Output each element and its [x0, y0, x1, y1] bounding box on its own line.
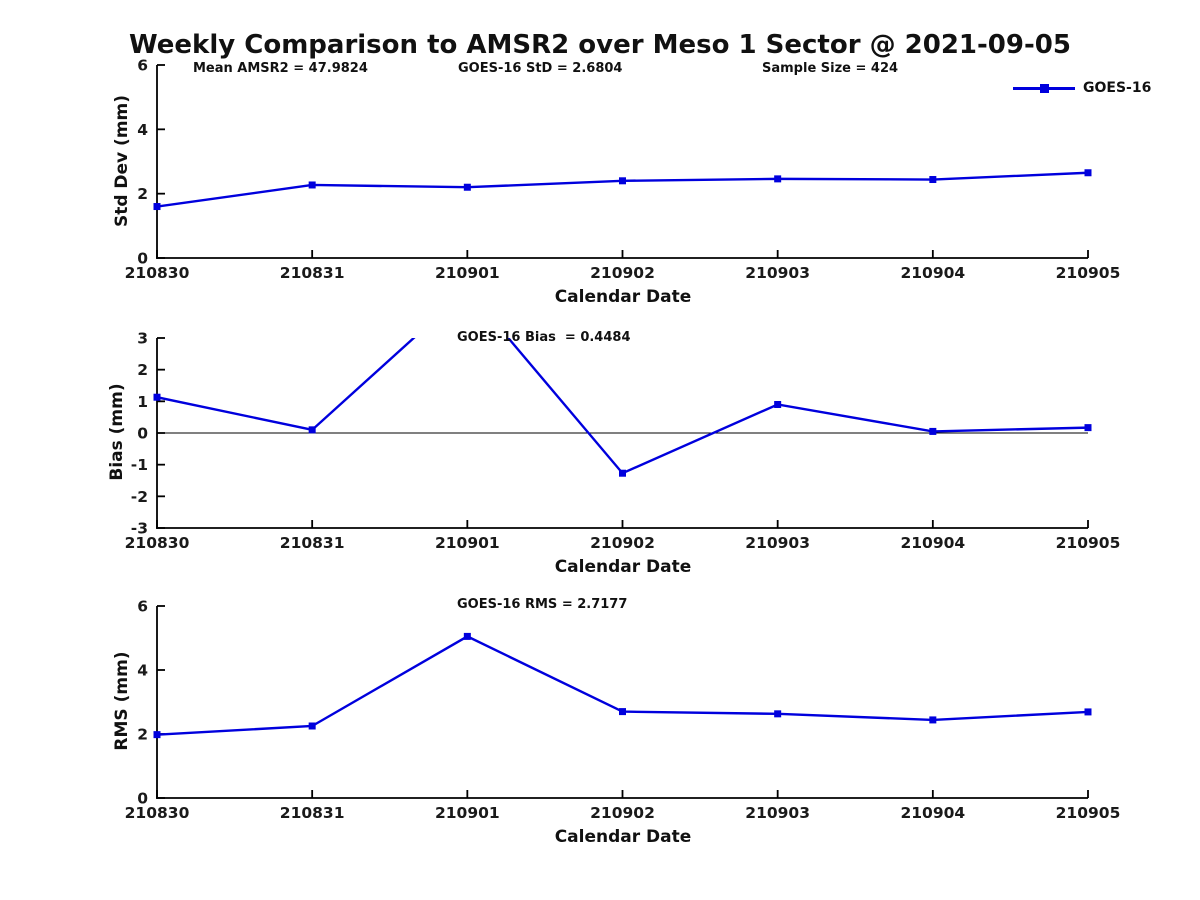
- svg-text:210902: 210902: [590, 534, 655, 552]
- svg-text:210830: 210830: [125, 534, 190, 552]
- svg-text:-3: -3: [131, 520, 148, 538]
- svg-text:210905: 210905: [1056, 264, 1121, 282]
- svg-text:0: 0: [137, 790, 148, 808]
- rms-x-axis-label: Calendar Date: [554, 827, 692, 847]
- svg-text:210831: 210831: [280, 264, 345, 282]
- svg-text:210904: 210904: [900, 804, 965, 822]
- svg-text:4: 4: [137, 662, 148, 680]
- legend-line-sample: [1013, 83, 1075, 93]
- stddev-y-axis-label: Std Dev (mm): [112, 94, 132, 228]
- svg-text:1: 1: [137, 393, 148, 411]
- bias-x-axis-label: Calendar Date: [554, 557, 692, 577]
- svg-text:210831: 210831: [280, 804, 345, 822]
- svg-text:210902: 210902: [590, 804, 655, 822]
- svg-text:-2: -2: [131, 488, 148, 506]
- legend: GOES-16: [1013, 80, 1151, 96]
- svg-text:210903: 210903: [745, 534, 810, 552]
- legend-square-marker-icon: [1040, 83, 1049, 93]
- figure-title: Weekly Comparison to AMSR2 over Meso 1 S…: [129, 30, 1071, 60]
- svg-text:210905: 210905: [1056, 534, 1121, 552]
- svg-text:2: 2: [137, 185, 148, 203]
- svg-text:210831: 210831: [280, 534, 345, 552]
- svg-text:210830: 210830: [125, 264, 190, 282]
- svg-text:6: 6: [137, 57, 148, 75]
- svg-text:2: 2: [137, 361, 148, 379]
- stddev-x-axis-label: Calendar Date: [554, 287, 692, 307]
- svg-text:6: 6: [137, 598, 148, 616]
- svg-text:3: 3: [137, 330, 148, 348]
- svg-text:210905: 210905: [1056, 804, 1121, 822]
- legend-label: GOES-16: [1083, 80, 1152, 96]
- stat-mean-amsr2: Mean AMSR2 = 47.9824: [193, 61, 368, 76]
- svg-text:210904: 210904: [900, 264, 965, 282]
- svg-text:210903: 210903: [745, 264, 810, 282]
- svg-text:210903: 210903: [745, 804, 810, 822]
- svg-text:4: 4: [137, 121, 148, 139]
- svg-text:210830: 210830: [125, 804, 190, 822]
- svg-text:-1: -1: [131, 456, 148, 474]
- svg-text:210904: 210904: [900, 534, 965, 552]
- bias-annotation: GOES-16 Bias = 0.4484: [457, 330, 631, 345]
- stat-goes16-std: GOES-16 StD = 2.6804: [458, 61, 623, 76]
- rms-annotation: GOES-16 RMS = 2.7177: [457, 597, 628, 612]
- svg-text:0: 0: [137, 250, 148, 268]
- svg-text:0: 0: [137, 425, 148, 443]
- svg-text:210901: 210901: [435, 264, 500, 282]
- bias-y-axis-label: Bias (mm): [107, 383, 127, 481]
- svg-text:210901: 210901: [435, 804, 500, 822]
- stat-sample-size: Sample Size = 424: [762, 61, 899, 76]
- rms-y-axis-label: RMS (mm): [112, 651, 132, 751]
- svg-text:2: 2: [137, 726, 148, 744]
- svg-text:210901: 210901: [435, 534, 500, 552]
- svg-text:210902: 210902: [590, 264, 655, 282]
